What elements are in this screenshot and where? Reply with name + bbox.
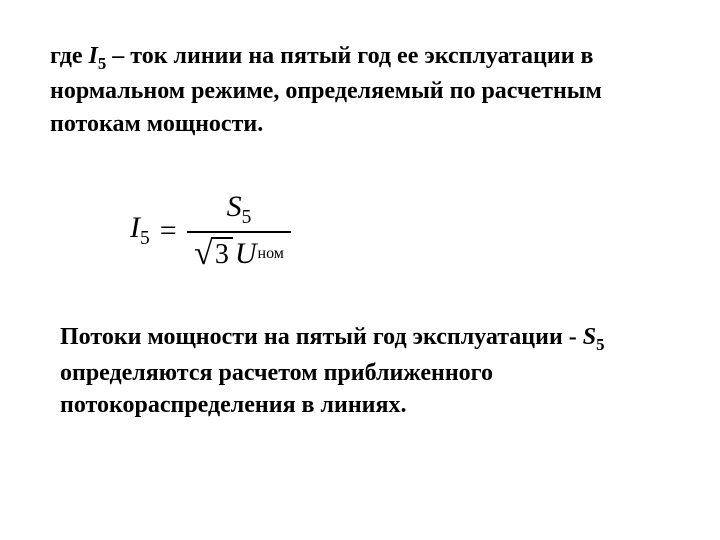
paragraph-1: где I5 – ток линии на пятый год ее экспл… [50, 40, 670, 140]
fraction: S5 √ 3 Uном [187, 190, 292, 271]
para2-prefix: Потоки мощности на пятый год эксплуатаци… [60, 324, 583, 350]
para2-sub: 5 [596, 335, 604, 354]
denominator: √ 3 Uном [194, 233, 284, 271]
formula: I5 = S5 √ 3 Uном [130, 190, 670, 271]
lhs-var: I [130, 211, 140, 244]
para2-var: S [583, 324, 596, 350]
formula-lhs: I5 [130, 211, 150, 250]
lhs-sub: 5 [140, 228, 150, 249]
para2-rest: определяются расчетом приближенного пото… [60, 360, 493, 418]
paragraph-2: Потоки мощности на пятый год эксплуатаци… [60, 321, 670, 421]
para1-sub: 5 [98, 54, 106, 73]
num-sub: 5 [242, 207, 252, 228]
den-sub: ном [258, 245, 284, 263]
sqrt-value: 3 [211, 237, 233, 271]
num-var: S [227, 190, 242, 223]
numerator: S5 [187, 190, 292, 231]
sqrt: √ 3 [194, 237, 233, 271]
equals-sign: = [160, 214, 177, 248]
den-var: U [235, 237, 257, 271]
para1-var: I [89, 43, 98, 69]
para1-prefix: где [50, 43, 89, 69]
para1-rest: – ток линии на пятый год ее эксплуатации… [50, 43, 602, 137]
